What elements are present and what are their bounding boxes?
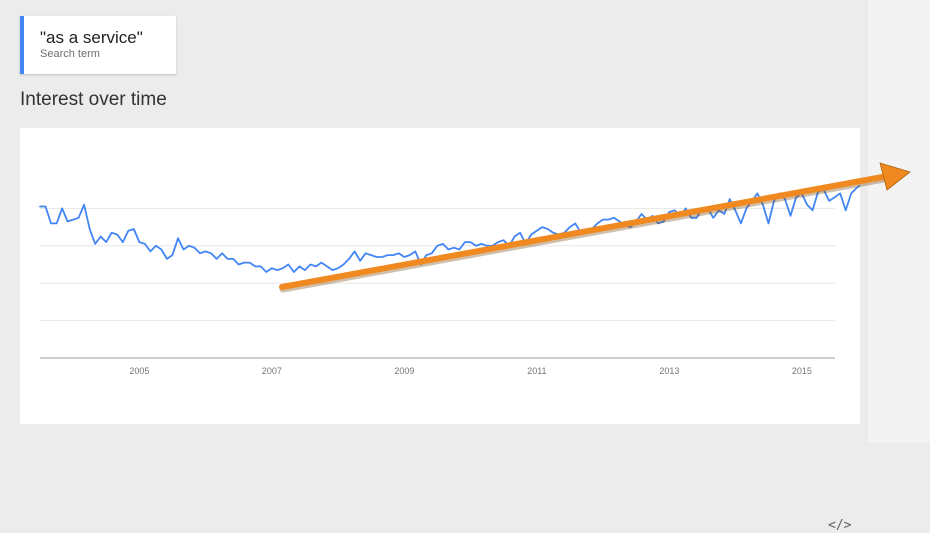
x-tick-label-2007: 2007 [262, 366, 282, 376]
search-term-label: "as a service" [40, 28, 143, 47]
search-term-card[interactable]: "as a service" Search term [20, 16, 176, 74]
chart-card: 2005 2007 2009 2011 2013 2015 </> [20, 128, 860, 533]
x-tick-label-2013: 2013 [659, 366, 679, 376]
x-tick-label-2011: 2011 [527, 366, 546, 376]
search-term-subtitle: Search term [40, 48, 100, 60]
x-tick-label-2009: 2009 [394, 366, 414, 376]
right-edge-panel [868, 0, 930, 442]
x-tick-label-2015: 2015 [792, 366, 812, 376]
x-tick-label-2005: 2005 [129, 366, 149, 376]
series-line-0 [39, 184, 860, 273]
interest-over-time-title: Interest over time [20, 89, 167, 110]
embed-code-icon[interactable]: </> [828, 518, 852, 533]
interest-over-time-chart: 2005 2007 2009 2011 2013 2015 [39, 184, 860, 376]
